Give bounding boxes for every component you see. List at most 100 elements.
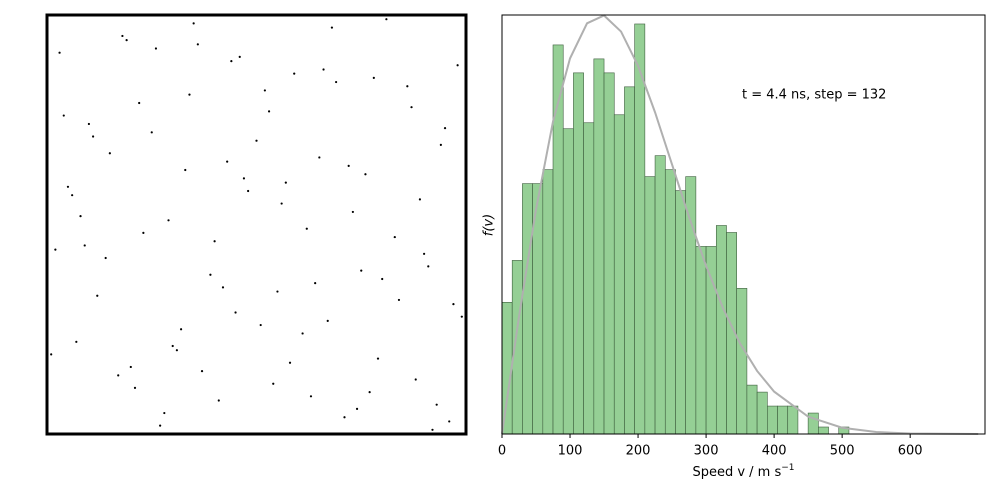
particle	[343, 416, 346, 419]
particle	[276, 290, 279, 293]
particle	[125, 39, 128, 42]
particle	[150, 131, 153, 134]
particle	[314, 282, 317, 285]
bar	[522, 183, 533, 435]
particle	[104, 256, 107, 260]
distribution-curve	[501, 14, 979, 435]
particle	[87, 122, 90, 126]
particle	[167, 219, 170, 222]
particle	[372, 76, 375, 79]
bar	[664, 169, 676, 435]
bar	[603, 72, 615, 435]
bar	[573, 72, 584, 435]
particle	[138, 101, 141, 105]
particle	[91, 135, 95, 138]
bar	[715, 225, 727, 435]
particle	[414, 378, 417, 381]
particle	[75, 340, 78, 343]
particle	[393, 235, 396, 239]
x-tick-label: 0	[498, 444, 506, 459]
particle	[192, 22, 195, 25]
particle	[452, 303, 455, 306]
particle	[326, 319, 329, 322]
particle	[443, 127, 447, 130]
particle	[96, 294, 99, 297]
particle	[347, 164, 350, 167]
particle	[117, 374, 120, 377]
particle	[129, 365, 132, 369]
particle	[305, 227, 308, 230]
particle	[209, 273, 212, 276]
particle	[242, 177, 246, 180]
x-tick-label: 400	[762, 444, 787, 459]
bar	[777, 405, 789, 435]
x-tick-label: 500	[830, 444, 855, 459]
particle	[385, 18, 388, 21]
particle	[410, 106, 413, 109]
particle	[200, 370, 204, 373]
particle	[431, 428, 434, 431]
particle	[423, 252, 426, 255]
particle	[360, 269, 363, 272]
particle	[184, 168, 187, 172]
particle	[188, 93, 191, 96]
particle	[175, 349, 178, 352]
bar	[624, 86, 635, 435]
bar	[818, 426, 829, 435]
x-tick-label: 100	[558, 444, 583, 459]
particle	[50, 353, 53, 356]
particle	[71, 194, 74, 197]
particle	[460, 315, 463, 318]
particle	[351, 210, 354, 214]
bar	[644, 176, 656, 435]
particle	[427, 265, 430, 268]
bar	[695, 246, 707, 435]
particle	[133, 386, 137, 390]
particle	[226, 160, 229, 163]
particle	[301, 332, 304, 335]
particle	[234, 311, 237, 314]
bar	[583, 122, 595, 435]
particle	[159, 424, 162, 427]
axes-frame	[501, 14, 986, 435]
particle	[439, 143, 442, 146]
particle	[376, 357, 380, 360]
particle	[397, 298, 401, 302]
particle	[330, 26, 334, 29]
particle	[293, 72, 296, 75]
particle	[255, 139, 258, 142]
particle	[121, 34, 124, 38]
annotation: t = 4.4 ns, step = 132	[742, 88, 886, 103]
particle	[196, 43, 199, 46]
particle	[259, 323, 262, 327]
bar	[767, 405, 778, 435]
particle	[154, 47, 158, 50]
particle	[238, 55, 241, 59]
bar	[562, 128, 574, 435]
particle	[142, 231, 145, 234]
bar	[675, 190, 686, 435]
particle	[381, 277, 384, 281]
particle	[179, 328, 183, 331]
bar	[613, 114, 625, 435]
particle	[406, 85, 409, 88]
particle	[58, 51, 61, 54]
x-axis-label: Speed v / m s−1	[692, 463, 794, 480]
particle	[284, 181, 287, 184]
particle	[163, 411, 166, 415]
particle	[263, 89, 266, 92]
particle	[456, 64, 459, 67]
x-tick-label: 200	[626, 444, 651, 459]
bar	[787, 405, 799, 435]
particle	[83, 244, 86, 247]
box-frame	[45, 13, 468, 436]
x-tick-label: 300	[694, 444, 719, 459]
particle	[221, 286, 225, 289]
particle	[368, 391, 371, 394]
bar	[654, 155, 666, 435]
y-axis-label: f(v)	[482, 214, 497, 236]
bar	[542, 169, 554, 435]
particle	[62, 114, 65, 117]
particle	[230, 59, 233, 63]
